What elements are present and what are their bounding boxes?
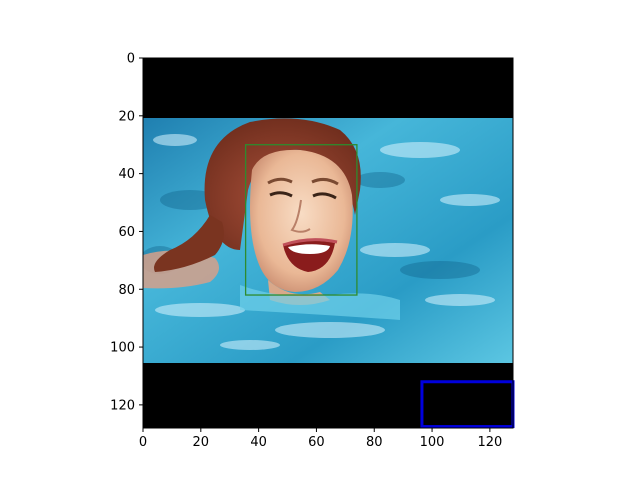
y-tick-label: 60 [118,225,135,240]
y-tick-label: 40 [118,167,135,182]
x-tick-label: 120 [477,435,502,450]
swimmer-photo [143,118,513,363]
x-tick-label: 80 [366,435,383,450]
axes-frame [142,57,514,429]
face-bounding-box [244,144,358,296]
bottom-letterbox [143,363,513,428]
y-tick-label: 0 [127,52,135,67]
y-tick-label: 20 [118,109,135,124]
image-area [142,57,515,429]
top-letterbox [143,58,513,118]
x-tick-label: 20 [193,435,210,450]
y-tick-label: 100 [110,341,135,356]
y-tick-label: 80 [118,283,135,298]
x-tick-label: 100 [420,435,445,450]
x-tick-label: 60 [308,435,325,450]
x-tick-label: 0 [139,435,147,450]
y-tick-label: 120 [110,398,135,413]
x-tick-label: 40 [250,435,267,450]
y-axis-ticks: 0 20 40 60 80 100 120 [110,52,143,413]
x-axis-ticks: 0 20 40 60 80 100 120 [139,428,502,450]
